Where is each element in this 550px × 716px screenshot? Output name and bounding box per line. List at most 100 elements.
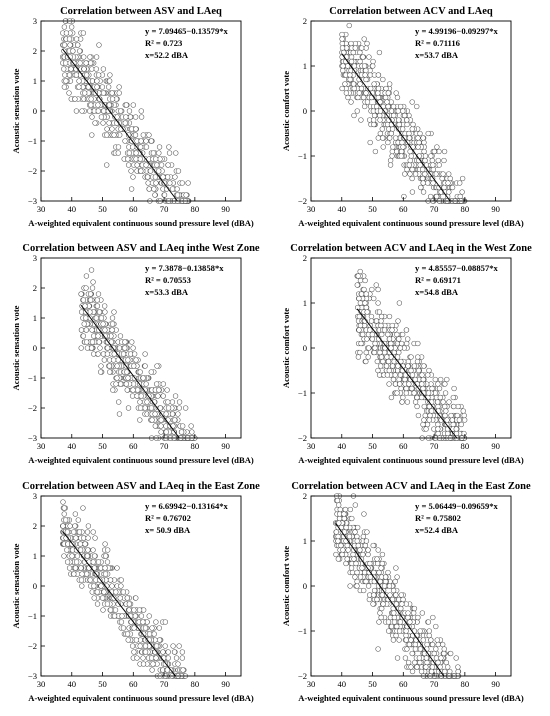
scatter-point [143,381,149,387]
scatter-point [376,619,382,625]
scatter-point [406,162,413,168]
scatter-point [83,315,89,321]
scatter-point [357,81,363,87]
scatter-point [379,126,385,132]
scatter-point [372,340,378,347]
scatter-point [420,180,426,186]
scatter-point [360,551,366,558]
scatter-point [350,81,357,87]
scatter-point [350,551,356,558]
scatter-point [442,390,449,396]
scatter-point [123,114,129,120]
chart-title: Correlation between ACV and LAeq in the … [290,243,532,254]
scatter-point [461,412,467,419]
scatter-point [395,108,401,114]
scatter-point [110,357,117,363]
x-tick-label: 70 [430,204,439,214]
scatter-point [140,375,146,381]
scatter-point [374,103,380,110]
scatter-point [129,393,136,399]
scatter-point [101,303,108,309]
scatter-point [418,184,424,191]
scatter-point [335,533,341,540]
scatter-point [81,321,87,327]
scatter-point [169,186,176,192]
scatter-point [339,85,345,92]
scatter-point [109,96,116,102]
scatter-point [185,180,191,186]
x-tick-label: 70 [160,441,169,451]
scatter-point [116,411,123,417]
scatter-point [396,376,402,383]
scatter-point [140,661,147,667]
scatter-point [101,357,108,363]
scatter-point [428,668,435,675]
scatter-point [384,354,390,360]
scatter-point [440,399,446,405]
scatter-point [337,506,343,513]
scatter-point [174,186,180,192]
scatter-point [67,523,73,529]
chart-panel-5: Correlation between ASV and LAeq in the … [11,481,260,703]
scatter-point [414,664,420,670]
scatter-point [405,363,411,369]
scatter-point [357,349,363,356]
scatter-point [89,327,95,333]
scatter-point [380,144,386,150]
regression-line [62,48,178,202]
scatter-point [95,559,102,565]
scatter-point [340,547,346,553]
scatter-point [411,610,417,616]
scatter-point [104,351,111,357]
scatter-point [434,637,440,643]
scatter-point [362,542,369,549]
scatter-point [366,596,373,603]
scatter-point [378,354,385,360]
scatter-point [429,385,435,392]
scatter-point [358,117,364,123]
scatter-point [98,315,105,321]
scatter-point [388,340,394,347]
scatter-point [89,66,95,72]
scatter-point [393,601,400,607]
scatter-point [407,148,413,155]
y-axis-label: Acoustic sensation vote [11,305,21,390]
scatter-point [354,533,360,540]
scatter-point [386,336,393,342]
scatter-point [416,367,422,374]
x-tick-label: 70 [430,679,439,689]
scatter-point [392,578,398,585]
chart-title: Correlation between ASV and LAeq in the … [22,481,260,492]
scatter-point [138,613,145,619]
scatter-point [433,655,440,661]
scatter-point [108,339,115,345]
scatter-point [169,399,176,405]
scatter-point [109,315,116,321]
scatter-point [110,387,116,393]
scatter-point [94,84,100,90]
scatter-point [400,394,406,401]
scatter-point [149,667,155,673]
scatter-point [78,345,84,351]
scatter-point [422,171,428,177]
scatter-point [165,649,171,655]
scatter-point [364,529,370,535]
scatter-point [377,363,384,369]
scatter-point [398,358,404,365]
scatter-point [152,423,159,429]
scatter-point [409,668,416,675]
scatter-point [447,668,453,675]
regression-line [356,308,458,439]
scatter-point [75,42,81,48]
scatter-point [133,595,139,601]
scatter-point [424,421,431,428]
scatter-point [376,569,382,576]
scatter-point [153,619,159,625]
scatter-point [364,336,370,342]
scatter-point [111,132,117,138]
y-tick-label: −3 [28,196,37,206]
scatter-point [362,300,368,306]
scatter-point [96,309,103,315]
scatter-point [417,628,423,634]
scatter-point [109,327,115,333]
